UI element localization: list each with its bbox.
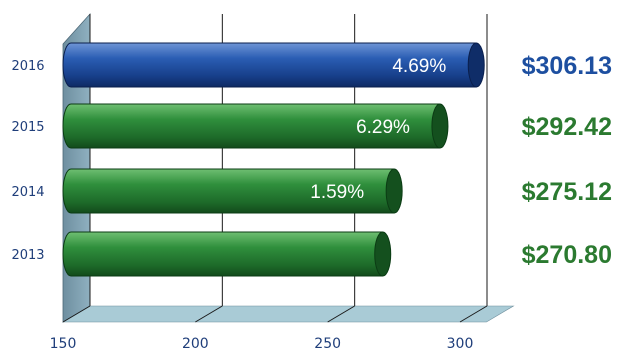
bar-end-cap bbox=[374, 231, 392, 277]
gridline-floor bbox=[62, 305, 91, 323]
value-label: $306.13 bbox=[522, 52, 612, 80]
bar bbox=[62, 231, 384, 277]
gridline-floor bbox=[327, 305, 355, 323]
value-label: $270.80 bbox=[522, 241, 612, 269]
bar bbox=[62, 168, 395, 214]
gridline-floor bbox=[195, 305, 223, 323]
x-tick-label: 300 bbox=[447, 336, 474, 352]
bar-end-cap bbox=[467, 42, 485, 88]
category-label: 2016 bbox=[11, 59, 44, 74]
bar bbox=[62, 42, 477, 88]
bars bbox=[62, 42, 485, 277]
bar-end-cap bbox=[385, 168, 403, 214]
percent-label: 6.29% bbox=[356, 117, 410, 138]
category-label: 2015 bbox=[11, 120, 44, 135]
x-tick-label: 200 bbox=[182, 336, 209, 352]
value-label: $292.42 bbox=[522, 113, 612, 141]
percent-label: 1.59% bbox=[310, 182, 364, 203]
x-tick-label: 150 bbox=[50, 336, 77, 352]
labels: 150 200 250 300 2016 4.69% $306.13 2015 6.29% $29… bbox=[11, 52, 612, 352]
bar bbox=[62, 103, 441, 149]
x-tick-label: 250 bbox=[314, 336, 341, 352]
percent-label: 4.69% bbox=[392, 56, 446, 77]
value-label: $275.12 bbox=[522, 178, 612, 206]
category-label: 2014 bbox=[11, 185, 44, 200]
category-label: 2013 bbox=[11, 248, 44, 263]
gridline-floor bbox=[459, 305, 488, 323]
bar-end-cap bbox=[431, 103, 449, 149]
floor bbox=[61, 305, 515, 323]
